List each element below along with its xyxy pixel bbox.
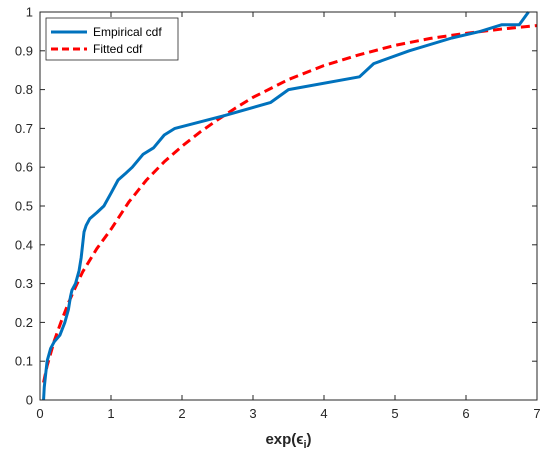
x-tick-label: 2 [178,406,185,421]
y-tick-label: 1 [26,5,33,20]
x-tick-label: 5 [391,406,398,421]
axes-box [39,11,538,401]
x-tick-label: 1 [107,406,114,421]
y-tick-label: 0 [26,393,33,408]
y-tick-label: 0.4 [15,237,33,252]
x-tick-label: 7 [533,406,540,421]
series-layer [42,11,538,401]
y-tick-label: 0.3 [15,276,33,291]
y-tick-label: 0.1 [15,354,33,369]
x-tick-label: 0 [36,406,43,421]
x-tick-label: 3 [249,406,256,421]
y-axis-ticks: 0 0.1 0.2 0.3 0.4 0.5 0.6 0.7 0.8 0.9 1 [15,5,537,408]
y-tick-label: 0.2 [15,315,33,330]
legend-label-empirical: Empirical cdf [93,25,162,39]
series-line-empirical [42,11,530,401]
legend: Empirical cdf Fitted cdf [45,17,179,61]
x-axis-label: exp(ϵi) [265,431,311,451]
y-tick-label: 0.7 [15,121,33,136]
y-tick-label: 0.9 [15,43,33,58]
plot-area [40,12,537,400]
y-tick-label: 0.5 [15,199,33,214]
legend-box [45,17,179,61]
x-tick-label: 4 [320,406,327,421]
y-tick-label: 0.8 [15,82,33,97]
x-tick-label: 6 [462,406,469,421]
legend-label-fitted: Fitted cdf [93,42,143,56]
y-tick-label: 0.6 [15,160,33,175]
